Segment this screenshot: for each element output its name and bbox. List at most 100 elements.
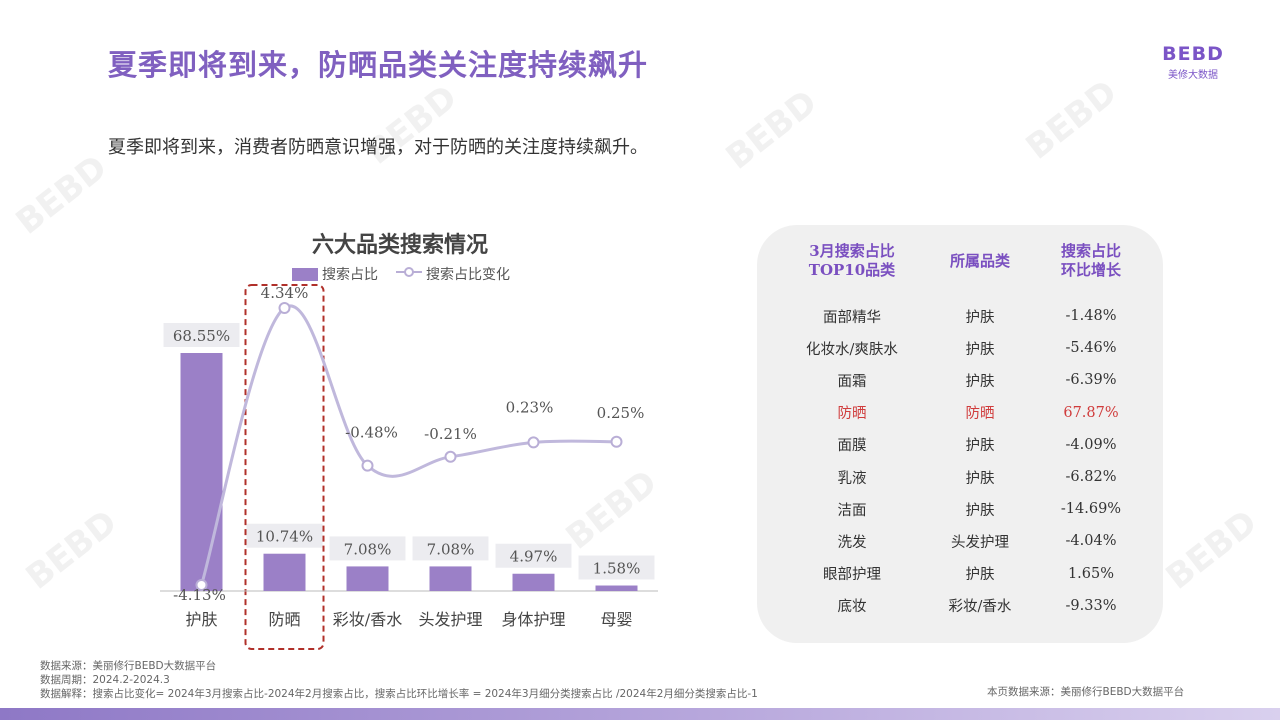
bar-label-bg xyxy=(412,536,489,561)
table-row: 洁面 护肤 -14.69% xyxy=(779,493,1147,525)
bar-label-bg xyxy=(495,543,572,568)
table-row: 面部精华 护肤 -1.48% xyxy=(779,300,1147,332)
page-title: 夏季即将到来，防晒品类关注度持续飙升 xyxy=(108,48,649,82)
cell-category: 面霜 xyxy=(837,373,867,390)
intro-text: 夏季即将到来，消费者防晒意识增强，对于防晒的关注度持续飙升。 xyxy=(108,137,648,158)
legend-line-icon xyxy=(396,266,422,282)
bar-label-bg xyxy=(578,555,655,580)
cell-parent: 护肤 xyxy=(965,373,995,390)
bar xyxy=(595,585,638,591)
cell-growth: -4.04% xyxy=(1065,533,1117,550)
line-data-label: -4.13% xyxy=(173,586,226,604)
logo-mark: BEBD xyxy=(1162,43,1224,65)
line-data-label: -0.48% xyxy=(345,424,398,442)
line-data-label: 0.25% xyxy=(597,404,645,422)
bar-data-label: 1.58% xyxy=(593,560,641,578)
line-point xyxy=(610,435,623,448)
bottom-bar xyxy=(0,708,1280,720)
cell-category: 乳液 xyxy=(837,470,867,487)
line-point xyxy=(527,436,540,449)
category-label: 头发护理 xyxy=(418,610,482,629)
legend-bar-swatch xyxy=(292,267,318,281)
cell-parent: 彩妆/香水 xyxy=(948,599,1012,616)
header-parent: 所属品类 xyxy=(949,252,1010,270)
table-row: 眼部护理 护肤 1.65% xyxy=(779,558,1147,590)
table-body: 面部精华 护肤 -1.48% 化妆水/爽肤水 护肤 -5.46% 面霜 护肤 -6.39% 防晒防… xyxy=(779,300,1147,622)
cell-parent: 护肤 xyxy=(965,309,995,326)
cell-category: 化妆水/爽肤水 xyxy=(806,341,898,358)
bar-data-label: 7.08% xyxy=(344,540,392,558)
brand-logo: BEBD 美修大数据 xyxy=(1158,44,1228,81)
cell-parent: 护肤 xyxy=(965,341,995,358)
category-label: 身体护理 xyxy=(501,610,565,629)
line-point xyxy=(444,450,457,463)
table-row: 面膜 护肤 -4.09% xyxy=(779,429,1147,461)
line-point xyxy=(361,459,374,472)
bar-label-bg xyxy=(163,323,240,347)
bar-data-label: 4.97% xyxy=(510,548,558,566)
bar xyxy=(180,353,223,591)
bar-label-bg xyxy=(246,523,323,548)
cell-parent: 护肤 xyxy=(965,567,995,584)
line-data-label: -0.21% xyxy=(424,425,477,443)
cell-category: 洗发 xyxy=(837,534,867,551)
footer-right-source: 本页数据来源：美丽修行BEBD大数据平台 xyxy=(987,686,1185,698)
bar xyxy=(263,553,306,591)
cell-parent: 防晒 xyxy=(965,406,995,423)
cell-growth: -9.33% xyxy=(1065,597,1117,614)
bar xyxy=(429,566,472,591)
cell-category: 防晒 xyxy=(837,406,867,423)
bar-data-label: 7.08% xyxy=(427,540,475,558)
table-row: 面霜 护肤 -6.39% xyxy=(779,364,1147,396)
footer-note: 数据解释：搜索占比变化= 2024年3月搜索占比-2024年2月搜索占比，搜索占… xyxy=(40,688,758,700)
highlight-box xyxy=(244,284,325,650)
cell-category: 面部精华 xyxy=(823,309,881,326)
category-label: 彩妆/香水 xyxy=(333,610,402,629)
top10-table: 3月搜索占比 TOP10品类 所属品类 搜索占比 环比增长 面部精华 护肤 -1.4… xyxy=(779,242,1147,622)
chart-legend: 搜索占比 搜索占比变化 xyxy=(292,264,510,284)
legend-bar-label: 搜索占比 xyxy=(322,267,378,283)
cell-parent: 头发护理 xyxy=(951,534,1009,551)
line-data-label: 4.34% xyxy=(261,284,309,302)
table-row: 洗发 头发护理 -4.04% xyxy=(779,525,1147,557)
cell-growth: -14.69% xyxy=(1060,501,1122,518)
bar-data-label: 68.55% xyxy=(173,327,230,345)
header-growth: 搜索占比 环比增长 xyxy=(1060,242,1121,279)
table-row: 化妆水/爽肤水 护肤 -5.46% xyxy=(779,332,1147,364)
cell-category: 底妆 xyxy=(837,599,867,616)
chart-title: 六大品类搜索情况 xyxy=(312,232,489,258)
cell-growth: 1.65% xyxy=(1067,565,1115,582)
logo-subtitle: 美修大数据 xyxy=(1168,70,1218,81)
cell-parent: 护肤 xyxy=(965,502,995,519)
cell-growth: -5.46% xyxy=(1065,340,1117,357)
category-label: 护肤 xyxy=(185,610,217,629)
category-label: 母婴 xyxy=(600,610,632,629)
table-panel xyxy=(757,225,1163,643)
cell-category: 洁面 xyxy=(837,502,867,519)
table-row: 底妆 彩妆/香水 -9.33% xyxy=(779,590,1147,622)
cell-growth: -1.48% xyxy=(1065,308,1117,325)
bar xyxy=(346,566,389,591)
table-row: 乳液 护肤 -6.82% xyxy=(779,461,1147,493)
footer-notes: 数据来源：美丽修行BEBD大数据平台 数据周期：2024.2-2024.3 数据… xyxy=(40,659,758,701)
bar-data-label: 10.74% xyxy=(256,528,313,546)
cell-category: 面膜 xyxy=(837,438,867,455)
table-row: 防晒 防晒 67.87% xyxy=(779,397,1147,429)
cell-parent: 护肤 xyxy=(965,470,995,487)
header-category: 3月搜索占比 TOP10品类 xyxy=(808,242,896,279)
category-label: 防晒 xyxy=(268,610,300,629)
footer-source: 数据来源：美丽修行BEBD大数据平台 xyxy=(40,660,217,672)
cell-growth: -6.82% xyxy=(1065,469,1117,486)
line-point xyxy=(195,579,208,591)
cell-growth: -6.39% xyxy=(1065,372,1117,389)
line-point xyxy=(278,302,291,314)
legend-line-label: 搜索占比变化 xyxy=(426,267,510,283)
table-header: 3月搜索占比 TOP10品类 所属品类 搜索占比 环比增长 xyxy=(779,242,1147,300)
bar-label-bg xyxy=(329,536,406,561)
cell-parent: 护肤 xyxy=(965,438,995,455)
cell-category: 眼部护理 xyxy=(823,567,881,584)
footer-period: 数据周期：2024.2-2024.3 xyxy=(40,674,170,686)
bar xyxy=(512,573,555,591)
cell-growth: -4.09% xyxy=(1065,436,1117,453)
